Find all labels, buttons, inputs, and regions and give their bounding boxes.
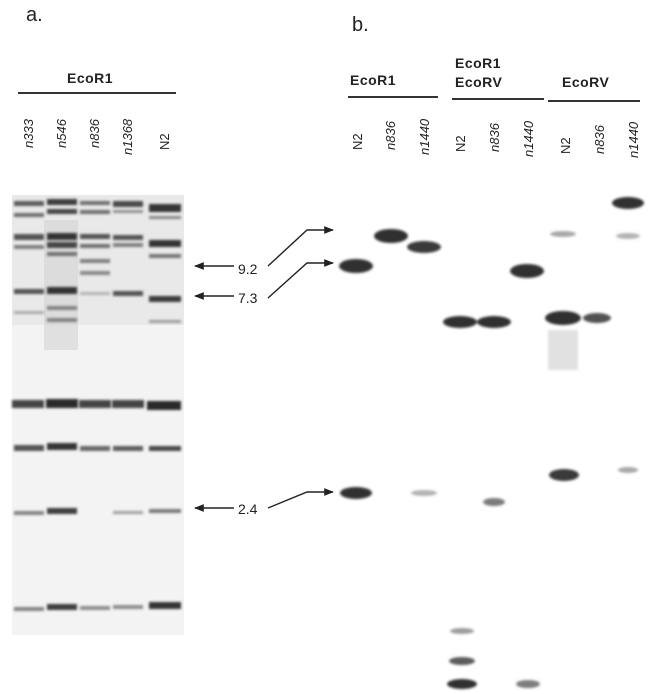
panel-a-enzyme-bar (18, 92, 176, 94)
panel-b-group2-bar (452, 98, 544, 100)
size-marker-2-4: 2.4 (238, 501, 258, 517)
panel-a-letter: a. (26, 4, 43, 26)
size-marker-arrows (194, 226, 334, 512)
panel-b-group3-bar (548, 100, 640, 102)
panel-b-group3-enzyme: EcoRV (562, 74, 610, 90)
panel-b-letter: b. (352, 14, 369, 36)
panel-b-group1-enzyme: EcoR1 (350, 72, 397, 88)
panel-a-gel (12, 195, 184, 635)
panel-b-group2-enzyme-1: EcoR1 (455, 55, 502, 71)
size-marker-9-2: 9.2 (238, 261, 258, 277)
size-marker-7-3: 7.3 (238, 290, 258, 306)
panel-b-group1-bar (348, 96, 438, 98)
panel-b-gel (339, 197, 644, 689)
panel-a-enzyme-label: EcoR1 (67, 70, 114, 86)
panel-b-group2-enzyme-2: EcoRV (455, 74, 503, 90)
